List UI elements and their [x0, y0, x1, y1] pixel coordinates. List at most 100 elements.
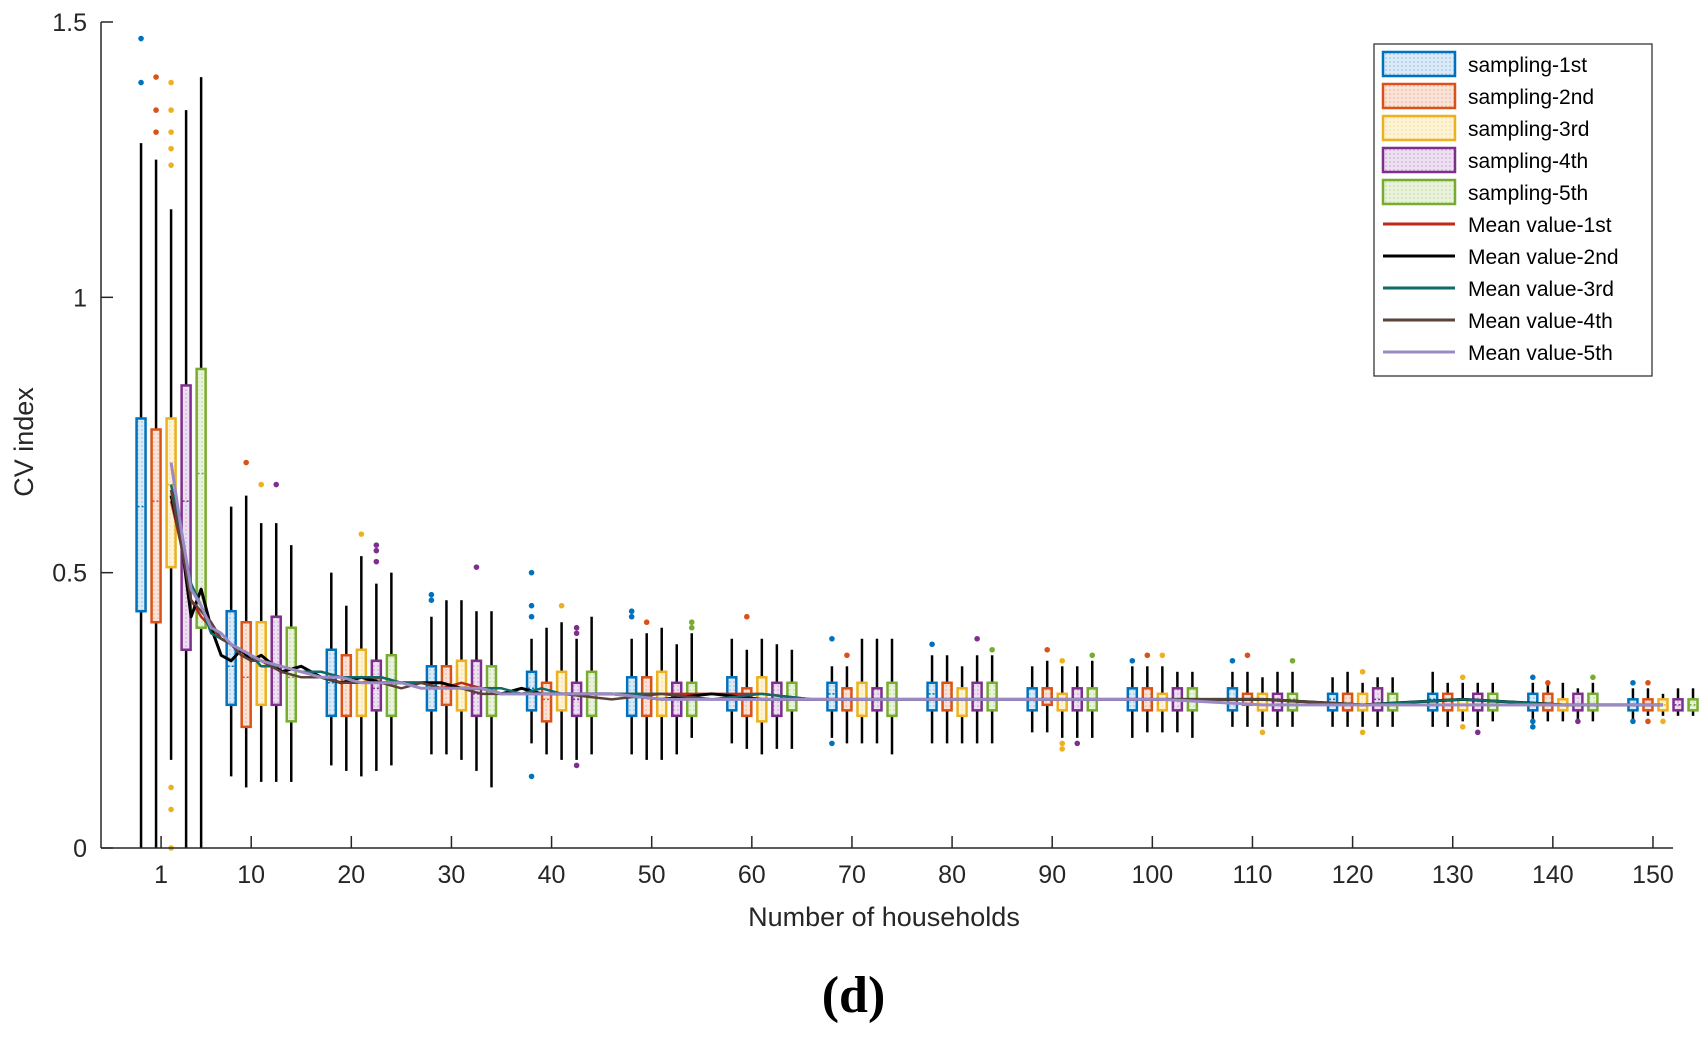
outlier-point — [1630, 718, 1636, 725]
box — [886, 638, 898, 755]
box-body — [370, 659, 383, 712]
outlier-point — [974, 635, 980, 642]
box-body — [540, 681, 553, 723]
box — [1587, 674, 1599, 722]
outlier-point — [153, 74, 159, 80]
box — [425, 591, 438, 755]
box — [1071, 666, 1083, 747]
outlier-point — [1459, 724, 1466, 730]
box — [255, 481, 267, 782]
box-body — [1256, 692, 1269, 712]
box — [555, 602, 568, 760]
box — [540, 627, 553, 755]
axes: 00.511.51 10 20 30 40 50 60 70 80 90 100 110 120 130 1… — [52, 9, 1674, 889]
box-body — [150, 428, 162, 624]
y-tick-label: 1 — [73, 284, 87, 312]
box — [856, 638, 868, 744]
outlier-point — [168, 162, 174, 168]
box — [1056, 657, 1068, 752]
outlier-point — [1474, 729, 1481, 736]
outlier-point — [273, 481, 280, 488]
legend-label: Mean value-1st — [1468, 214, 1612, 237]
box — [240, 459, 252, 788]
outlier-point — [528, 613, 535, 620]
legend-label: sampling-1st — [1468, 54, 1587, 77]
box-body — [570, 681, 583, 718]
box-body — [1687, 698, 1699, 712]
box — [1642, 680, 1654, 725]
outlier-point — [168, 806, 174, 813]
outlier-point — [628, 613, 635, 620]
box — [195, 77, 207, 848]
outlier-point — [168, 129, 174, 135]
box-body — [986, 681, 998, 712]
box — [1141, 652, 1154, 733]
box — [1171, 671, 1184, 733]
box — [686, 619, 698, 738]
x-tick-label: 70 — [838, 861, 866, 889]
box-body — [956, 687, 968, 718]
outlier-point — [138, 35, 144, 42]
box — [1341, 671, 1354, 727]
outlier-point — [373, 558, 380, 565]
outlier-point — [1359, 668, 1366, 675]
box — [625, 608, 638, 755]
outlier-point — [829, 635, 835, 642]
outlier-point — [528, 773, 535, 780]
y-tick-label: 1.5 — [52, 9, 87, 37]
box — [325, 572, 338, 766]
box-body — [240, 620, 252, 729]
legend-label: Mean value-4th — [1468, 310, 1613, 333]
outlier-point — [628, 608, 635, 615]
x-tick-label: 20 — [337, 861, 365, 889]
box — [1186, 671, 1199, 738]
box — [956, 666, 968, 744]
box-body — [1156, 692, 1169, 712]
box — [1542, 680, 1554, 722]
outlier-point — [1575, 718, 1581, 725]
box-body — [1542, 692, 1554, 712]
box — [741, 613, 753, 749]
box — [270, 481, 282, 782]
x-tick-label: 130 — [1432, 861, 1474, 889]
box-body — [340, 654, 353, 718]
y-tick-label: 0 — [73, 835, 87, 863]
box — [370, 542, 383, 771]
box — [585, 616, 598, 755]
outlier-point — [1530, 724, 1536, 730]
outlier-point — [373, 547, 380, 554]
x-tick-label: 10 — [237, 861, 265, 889]
outlier-point — [1645, 680, 1651, 686]
legend-label: Mean value-2nd — [1468, 246, 1619, 269]
legend-label: Mean value-3rd — [1468, 278, 1614, 301]
outlier-point — [1159, 652, 1166, 659]
outlier-point — [1530, 718, 1536, 725]
x-tick-label: 120 — [1332, 861, 1374, 889]
outlier-point — [573, 624, 580, 631]
outlier-point — [1259, 729, 1266, 736]
outlier-point — [573, 762, 580, 769]
box — [440, 600, 453, 755]
box-body — [826, 681, 838, 712]
outlier-point — [1074, 740, 1081, 747]
box — [1356, 668, 1369, 736]
outlier-point — [528, 569, 535, 576]
outlier-point — [1059, 657, 1066, 664]
outlier-point — [168, 79, 174, 86]
box — [385, 572, 398, 766]
legend-swatch — [1381, 82, 1457, 110]
outlier-point — [643, 619, 650, 626]
y-tick-label: 0.5 — [52, 560, 87, 588]
box-body — [1371, 687, 1384, 712]
box — [986, 646, 998, 744]
box — [1256, 677, 1269, 736]
box-body — [1356, 692, 1369, 712]
legend-label: sampling-2nd — [1468, 86, 1594, 109]
box — [485, 611, 498, 788]
outlier-point — [1244, 652, 1251, 659]
outlier-point — [1229, 657, 1236, 664]
box — [1086, 652, 1099, 738]
box — [1286, 657, 1299, 727]
box-body — [971, 681, 983, 712]
